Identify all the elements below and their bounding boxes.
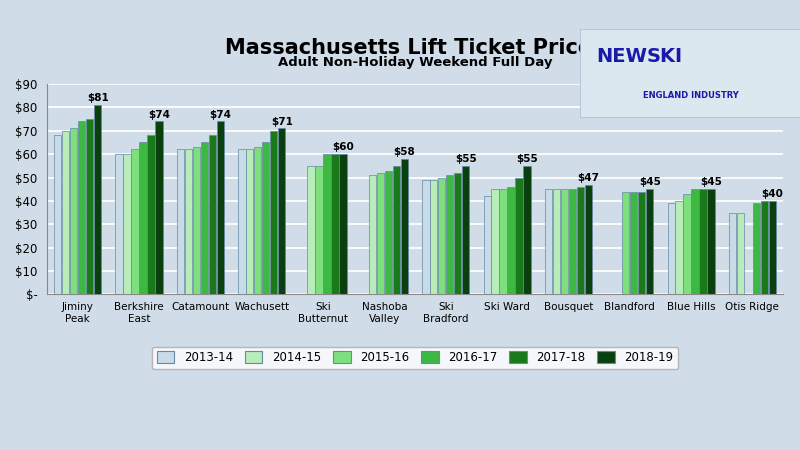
Bar bbox=[254, 147, 262, 294]
Bar bbox=[675, 201, 683, 294]
Bar bbox=[393, 166, 400, 294]
Bar bbox=[438, 178, 446, 294]
Text: $58: $58 bbox=[394, 147, 415, 157]
Text: NEW: NEW bbox=[596, 47, 647, 66]
Bar bbox=[70, 128, 78, 294]
Bar bbox=[553, 189, 560, 294]
Bar bbox=[238, 149, 246, 294]
Bar bbox=[761, 201, 768, 294]
Text: SKI: SKI bbox=[646, 47, 682, 66]
Bar bbox=[115, 154, 123, 294]
Bar bbox=[377, 173, 384, 294]
Bar bbox=[422, 180, 430, 294]
Bar bbox=[638, 192, 646, 294]
Bar bbox=[315, 166, 322, 294]
Bar bbox=[769, 201, 776, 294]
Bar bbox=[86, 119, 94, 294]
Bar bbox=[278, 128, 286, 294]
Bar bbox=[369, 175, 376, 294]
Bar bbox=[430, 180, 438, 294]
Bar bbox=[54, 135, 62, 294]
Bar bbox=[307, 166, 315, 294]
Bar bbox=[155, 122, 162, 294]
Bar bbox=[523, 166, 530, 294]
Bar bbox=[561, 189, 568, 294]
Bar bbox=[78, 122, 86, 294]
Bar bbox=[385, 171, 392, 294]
Bar bbox=[147, 135, 154, 294]
Bar bbox=[707, 189, 714, 294]
Bar bbox=[446, 175, 454, 294]
Bar bbox=[217, 122, 224, 294]
Text: ENGLAND INDUSTRY: ENGLAND INDUSTRY bbox=[642, 91, 738, 100]
Bar bbox=[691, 189, 698, 294]
Text: Adult Non-Holiday Weekend Full Day: Adult Non-Holiday Weekend Full Day bbox=[278, 56, 552, 69]
Bar bbox=[246, 149, 254, 294]
Bar bbox=[577, 187, 584, 294]
Bar bbox=[323, 154, 330, 294]
Bar bbox=[123, 154, 131, 294]
Text: $45: $45 bbox=[638, 177, 661, 187]
Bar bbox=[193, 147, 200, 294]
Bar bbox=[331, 154, 338, 294]
Bar bbox=[507, 187, 514, 294]
Bar bbox=[585, 184, 592, 294]
Bar bbox=[185, 149, 192, 294]
Bar bbox=[569, 189, 576, 294]
Text: $55: $55 bbox=[516, 154, 538, 164]
Bar bbox=[262, 143, 270, 294]
Text: $47: $47 bbox=[578, 173, 599, 183]
Bar bbox=[515, 178, 522, 294]
Bar bbox=[177, 149, 184, 294]
Bar bbox=[622, 192, 630, 294]
Text: $55: $55 bbox=[455, 154, 477, 164]
Polygon shape bbox=[701, 57, 715, 71]
Bar bbox=[131, 149, 138, 294]
Bar bbox=[491, 189, 499, 294]
Bar bbox=[462, 166, 470, 294]
Text: $74: $74 bbox=[148, 110, 170, 120]
Bar bbox=[630, 192, 638, 294]
Bar bbox=[270, 131, 278, 294]
Bar bbox=[201, 143, 208, 294]
Bar bbox=[737, 212, 744, 294]
Text: $60: $60 bbox=[332, 142, 354, 152]
Bar bbox=[62, 131, 70, 294]
Text: $74: $74 bbox=[210, 110, 231, 120]
Legend: 2013-14, 2014-15, 2015-16, 2016-17, 2017-18, 2018-19: 2013-14, 2014-15, 2015-16, 2016-17, 2017… bbox=[152, 346, 678, 369]
Bar bbox=[139, 143, 146, 294]
Bar bbox=[699, 189, 706, 294]
Bar bbox=[646, 189, 654, 294]
Bar bbox=[454, 173, 462, 294]
Bar bbox=[94, 105, 102, 294]
Bar bbox=[209, 135, 216, 294]
Bar bbox=[545, 189, 552, 294]
Bar bbox=[729, 212, 736, 294]
Title: Massachusetts Lift Ticket Prices: Massachusetts Lift Ticket Prices bbox=[226, 37, 605, 58]
Text: $81: $81 bbox=[87, 93, 109, 103]
Bar bbox=[667, 203, 675, 294]
Polygon shape bbox=[686, 57, 730, 101]
Bar bbox=[683, 194, 690, 294]
Bar bbox=[499, 189, 506, 294]
Bar bbox=[753, 203, 760, 294]
Bar bbox=[339, 154, 346, 294]
Bar bbox=[401, 159, 408, 294]
Text: $71: $71 bbox=[270, 117, 293, 126]
Text: $45: $45 bbox=[700, 177, 722, 187]
Bar bbox=[483, 196, 491, 294]
Text: $40: $40 bbox=[762, 189, 783, 199]
